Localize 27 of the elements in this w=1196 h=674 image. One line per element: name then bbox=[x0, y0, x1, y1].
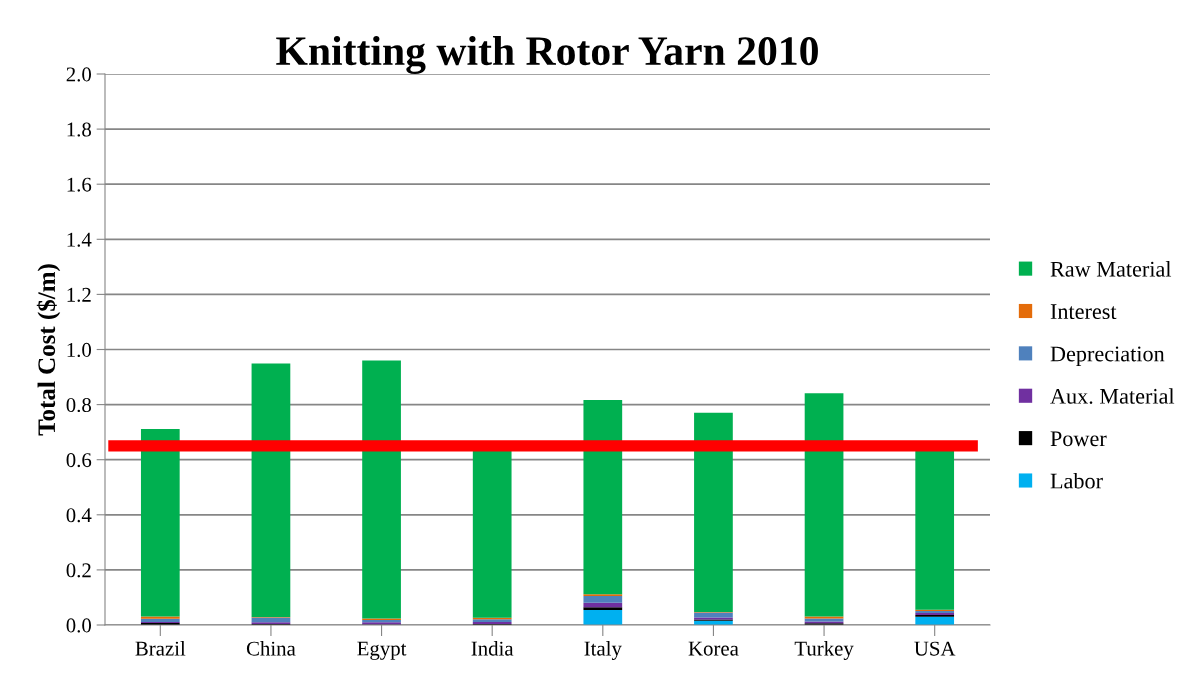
y-tick-label: 1.8 bbox=[67, 122, 92, 137]
x-tick-label: USA bbox=[914, 641, 956, 656]
y-tick-label: 1.6 bbox=[67, 177, 92, 192]
y-tick-label: 0.0 bbox=[66, 618, 92, 633]
x-tick-label: Egypt bbox=[357, 641, 407, 660]
legend-label: Raw Material bbox=[1050, 261, 1172, 277]
x-tick-label: Turkey bbox=[794, 640, 854, 660]
y-tick-label: 1.4 bbox=[67, 232, 92, 247]
x-tick-label: Brazil bbox=[135, 640, 186, 656]
legend-label: Interest bbox=[1050, 304, 1117, 320]
y-tick-label: 0.2 bbox=[66, 563, 91, 578]
legend-label: Aux. Material bbox=[1050, 388, 1175, 404]
chart-title: Knitting with Rotor Yarn 2010 bbox=[276, 35, 818, 74]
y-tick-label: 0.6 bbox=[66, 453, 92, 468]
x-tick-label: India bbox=[471, 640, 514, 656]
y-tick-label: 1.2 bbox=[67, 287, 91, 302]
y-tick-label: 2.0 bbox=[66, 67, 92, 82]
legend-label: Depreciation bbox=[1050, 346, 1165, 366]
y-tick-label: 0.8 bbox=[66, 397, 92, 413]
y-tick-label: 1.0 bbox=[67, 342, 92, 358]
legend-label: Power bbox=[1050, 431, 1107, 447]
x-tick-label: Italy bbox=[584, 640, 622, 660]
y-axis-title: Total Cost ($/m) bbox=[36, 264, 61, 436]
x-tick-label: Korea bbox=[688, 641, 739, 656]
x-tick-label: China bbox=[246, 640, 296, 656]
legend-label: Labor bbox=[1050, 472, 1103, 489]
y-tick-label: 0.4 bbox=[66, 508, 92, 523]
